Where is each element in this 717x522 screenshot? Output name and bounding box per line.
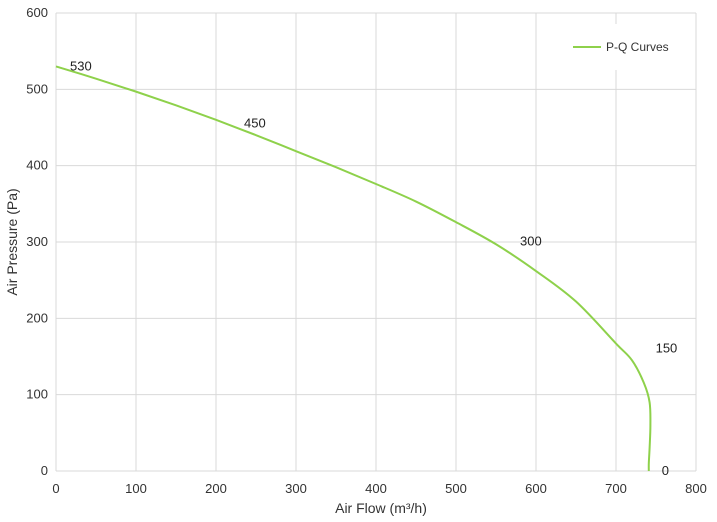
x-axis-label: Air Flow (m³/h) bbox=[335, 500, 427, 516]
pq-curve-line bbox=[55, 65, 652, 472]
y-tick-label-300: 300 bbox=[26, 234, 48, 249]
x-tick-label-0: 0 bbox=[52, 481, 59, 496]
data-label-530: 530 bbox=[70, 58, 92, 73]
data-label-150: 150 bbox=[656, 341, 678, 356]
x-tick-label-800: 800 bbox=[685, 481, 707, 496]
x-tick-label-200: 200 bbox=[205, 481, 227, 496]
data-label-0: 0 bbox=[662, 463, 669, 478]
x-tick-label-100: 100 bbox=[125, 481, 147, 496]
y-tick-label-0: 0 bbox=[41, 463, 48, 478]
data-label-300: 300 bbox=[520, 234, 542, 249]
legend-entry-pq-curves: P-Q Curves bbox=[606, 40, 669, 54]
y-axis-label: Air Pressure (Pa) bbox=[4, 188, 20, 295]
x-tick-label-600: 600 bbox=[525, 481, 547, 496]
y-axis-ticks: 0 100 200 300 400 500 600 bbox=[26, 5, 48, 478]
grid bbox=[55, 12, 697, 472]
x-axis-ticks: 0 100 200 300 400 500 600 700 800 bbox=[52, 481, 706, 496]
y-tick-label-200: 200 bbox=[26, 310, 48, 325]
legend: P-Q Curves bbox=[557, 24, 693, 70]
x-tick-label-500: 500 bbox=[445, 481, 467, 496]
y-tick-label-100: 100 bbox=[26, 387, 48, 402]
data-label-450: 450 bbox=[244, 115, 266, 130]
data-labels: 530 450 300 150 0 bbox=[70, 58, 677, 478]
x-tick-label-700: 700 bbox=[605, 481, 627, 496]
y-tick-label-500: 500 bbox=[26, 81, 48, 96]
x-tick-label-400: 400 bbox=[365, 481, 387, 496]
x-tick-label-300: 300 bbox=[285, 481, 307, 496]
y-tick-label-400: 400 bbox=[26, 158, 48, 173]
y-tick-label-600: 600 bbox=[26, 5, 48, 20]
